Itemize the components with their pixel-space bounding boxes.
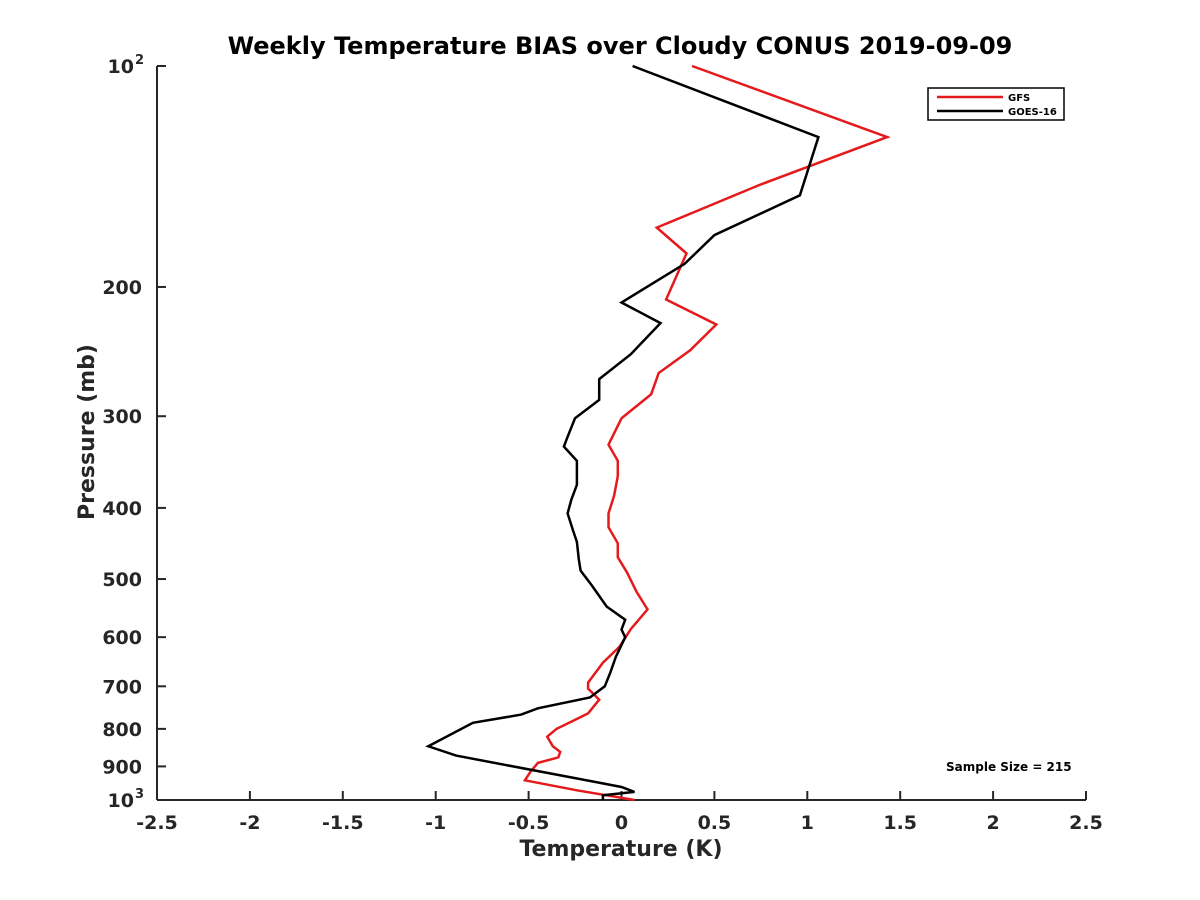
x-tick-label: -1 — [425, 812, 446, 834]
series-line-gfs — [522, 64, 891, 802]
y-tick-label: 700 — [102, 676, 142, 698]
y-tick-label: 500 — [102, 569, 142, 591]
legend-box — [927, 87, 1065, 121]
y-tick-label: 600 — [102, 627, 142, 649]
x-tick-label: 2 — [986, 812, 999, 834]
sample-size-annotation: Sample Size = 215 — [946, 760, 1072, 774]
chart-title: Weekly Temperature BIAS over Cloudy CONU… — [228, 32, 1013, 60]
series-layer — [425, 64, 891, 802]
x-axis-label: Temperature (K) — [519, 837, 722, 862]
y-tick-label: 900 — [102, 756, 142, 778]
x-tick-label: 0.5 — [698, 812, 732, 834]
y-tick-exponent: 2 — [135, 53, 144, 68]
x-tick-label: -2 — [239, 812, 260, 834]
x-tick-label: 2.5 — [1069, 812, 1103, 834]
series-line-goes16 — [425, 64, 820, 800]
y-tick-label: 10 — [108, 790, 134, 812]
y-axis-label: Pressure (mb) — [75, 344, 100, 520]
y-tick-label: 200 — [102, 277, 142, 299]
y-tick-label: 800 — [102, 719, 142, 741]
y-tick-label: 400 — [102, 498, 142, 520]
x-tick-label: 0 — [615, 812, 628, 834]
x-tick-label: -0.5 — [508, 812, 550, 834]
y-tick-exponent: 3 — [135, 787, 144, 802]
legend-label-goes16: GOES-16 — [1008, 107, 1057, 118]
x-tick-label: 1 — [801, 812, 814, 834]
x-tick-label: -1.5 — [322, 812, 364, 834]
x-tick-label: -2.5 — [136, 812, 178, 834]
y-tick-label: 10 — [108, 56, 134, 78]
legend: GFS GOES-16 — [927, 87, 1065, 121]
y-tick-label: 300 — [102, 406, 142, 428]
x-axis-ticks: -2.5 -2 -1.5 -1 -0.5 0 0.5 1 1.5 2 2.5 — [136, 791, 1103, 834]
legend-label-gfs: GFS — [1008, 93, 1030, 104]
x-tick-label: 1.5 — [883, 812, 917, 834]
